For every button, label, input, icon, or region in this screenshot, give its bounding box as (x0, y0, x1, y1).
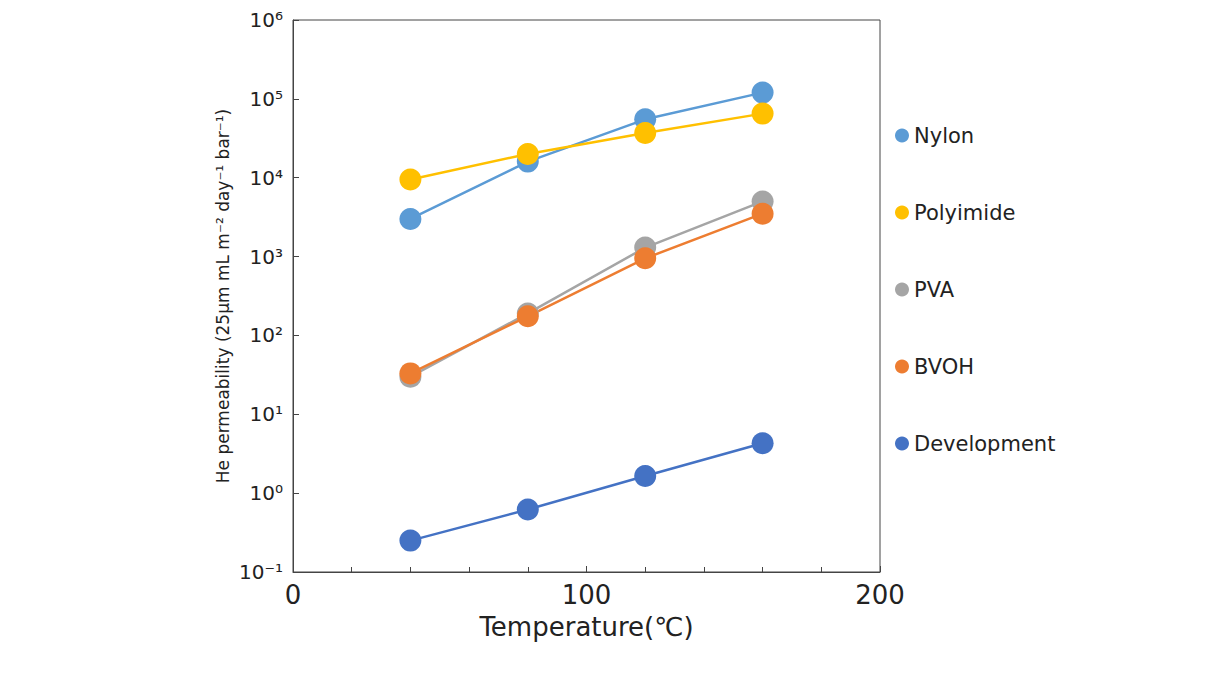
svg-text:10⁰: 10⁰ (250, 481, 283, 505)
svg-text:10⁻¹: 10⁻¹ (239, 560, 283, 584)
svg-text:0: 0 (285, 580, 302, 610)
svg-text:BVOH: BVOH (914, 355, 974, 379)
svg-text:10⁴: 10⁴ (250, 166, 283, 190)
svg-text:Temperature(℃): Temperature(℃) (478, 612, 693, 642)
svg-text:Polyimide: Polyimide (914, 201, 1015, 225)
svg-text:200: 200 (855, 580, 905, 610)
svg-text:10⁶: 10⁶ (250, 8, 283, 32)
svg-text:10⁵: 10⁵ (250, 87, 283, 111)
svg-text:10³: 10³ (250, 245, 283, 269)
svg-text:He permeability (25μm mL m⁻² d: He permeability (25μm mL m⁻² day⁻¹ bar⁻¹… (213, 109, 233, 483)
svg-text:10²: 10² (250, 323, 283, 347)
svg-text:100: 100 (562, 580, 612, 610)
svg-text:Nylon: Nylon (914, 124, 974, 148)
svg-text:Development: Development (914, 432, 1055, 456)
svg-text:10¹: 10¹ (250, 402, 283, 426)
svg-text:PVA: PVA (914, 278, 955, 302)
